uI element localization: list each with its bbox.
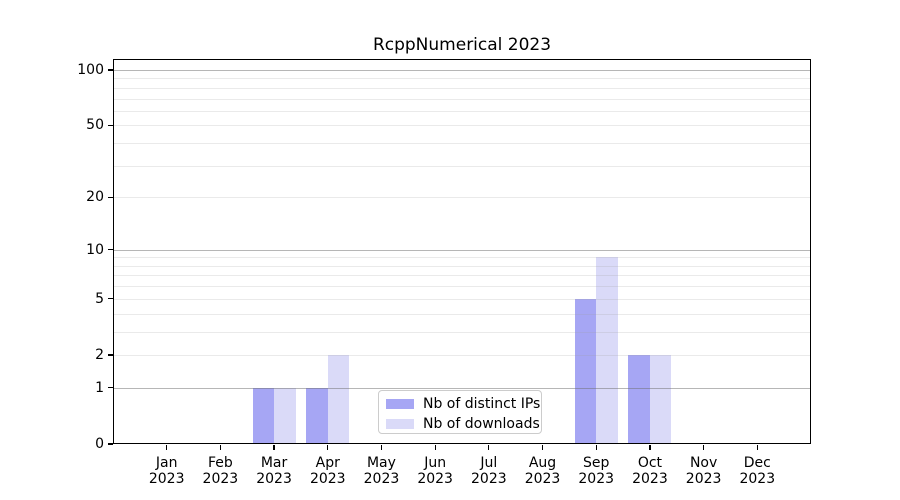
y-tick-label-5: 5: [95, 290, 104, 307]
x-tick-mark-apr: [327, 445, 329, 450]
x-tick-mark-feb: [219, 445, 222, 450]
y-tick-label-20: 20: [86, 189, 104, 206]
gridline-major-100: [114, 70, 810, 71]
bar-downloads-sep: [596, 257, 618, 443]
y-tick-label-50: 50: [86, 117, 104, 134]
x-tick-mark-jun: [434, 445, 436, 450]
gridline-minor-60: [114, 110, 810, 112]
y-tick-label-0: 0: [95, 436, 104, 452]
x-tick-mark-jul: [488, 445, 490, 450]
legend-label-distinct-ips: Nb of distinct IPs: [423, 396, 541, 412]
gridline-minor-20: [114, 197, 810, 199]
y-tick-mark-0: [108, 443, 113, 445]
y-tick-mark-5: [108, 298, 113, 300]
legend-swatch-downloads: [386, 419, 414, 429]
x-tick-mark-mar: [273, 445, 275, 450]
x-tick-label-apr: Apr 2023: [309, 455, 346, 487]
bar-distinct-ips-oct: [628, 354, 650, 443]
gridline-major-10: [114, 249, 810, 251]
gridline-minor-8: [114, 265, 810, 267]
x-tick-label-dec: Dec 2023: [739, 455, 776, 487]
x-tick-mark-dec: [756, 445, 758, 450]
bar-downloads-oct: [649, 354, 672, 443]
bar-downloads-mar: [274, 387, 296, 443]
bars-layer: [113, 59, 811, 444]
legend-swatch-distinct-ips: [386, 399, 414, 409]
legend-item-distinct-ips: Nb of distinct IPs: [386, 395, 541, 413]
x-tick-label-jun: Jun 2023: [417, 455, 453, 487]
gridline-minor-80: [114, 87, 810, 89]
bar-distinct-ips-sep: [574, 298, 597, 443]
y-tick-label-100: 100: [77, 62, 104, 78]
x-tick-mark-aug: [541, 445, 544, 450]
x-tick-label-may: May 2023: [363, 455, 400, 487]
x-tick-mark-jan: [166, 445, 168, 450]
y-tick-label-2: 2: [95, 346, 104, 363]
gridline-minor-50: [114, 125, 810, 127]
x-tick-label-sep: Sep 2023: [578, 455, 615, 487]
y-tick-mark-1: [108, 387, 113, 389]
grid-layer: [113, 59, 811, 444]
y-tick-mark-20: [108, 196, 113, 198]
plot-area: [113, 59, 811, 444]
x-tick-label-feb: Feb 2023: [202, 455, 239, 487]
y-tick-mark-50: [108, 124, 113, 127]
gridline-minor-30: [114, 165, 810, 167]
bar-distinct-ips-apr: [306, 387, 328, 443]
x-tick-label-nov: Nov 2023: [685, 455, 722, 487]
x-tick-mark-nov: [702, 445, 705, 450]
gridline-minor-3: [114, 331, 810, 333]
gridline-minor-40: [114, 143, 810, 145]
gridline-minor-70: [114, 98, 810, 100]
legend: Nb of distinct IPs Nb of downloads: [378, 390, 542, 434]
y-tick-label-1: 1: [95, 379, 104, 396]
y-tick-label-10: 10: [86, 241, 104, 258]
gridline-minor-7: [114, 275, 810, 277]
x-tick-label-aug: Aug 2023: [524, 455, 561, 487]
legend-label-downloads: Nb of downloads: [423, 416, 540, 432]
x-tick-label-oct: Oct 2023: [632, 455, 668, 487]
gridline-minor-5: [114, 298, 810, 300]
gridline-minor-4: [114, 313, 810, 315]
y-tick-mark-100: [108, 69, 113, 71]
gridline-minor-90: [114, 78, 810, 80]
gridline-minor-2: [114, 354, 810, 356]
x-tick-mark-oct: [649, 445, 651, 450]
x-tick-label-jul: Jul 2023: [471, 455, 507, 487]
x-tick-label-mar: Mar 2023: [256, 455, 292, 487]
bar-downloads-apr: [327, 354, 350, 443]
gridline-minor-6: [114, 286, 810, 288]
gridline-major-1: [114, 387, 810, 389]
x-tick-mark-may: [380, 445, 383, 450]
y-tick-mark-10: [108, 249, 113, 251]
legend-item-downloads: Nb of downloads: [386, 415, 541, 433]
y-tick-mark-2: [108, 354, 113, 356]
x-tick-mark-sep: [595, 445, 597, 450]
bar-distinct-ips-mar: [252, 387, 275, 443]
x-tick-label-jan: Jan 2023: [148, 455, 185, 487]
gridline-minor-9: [114, 257, 810, 259]
chart-title: RcppNumerical 2023: [372, 35, 552, 55]
